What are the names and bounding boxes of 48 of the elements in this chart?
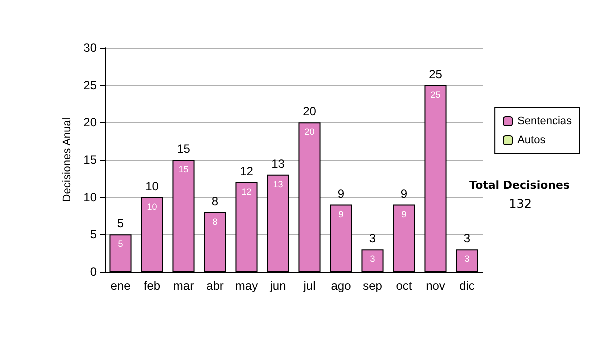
y-tick-label: 30	[84, 41, 98, 55]
total-label: 3	[464, 232, 471, 246]
x-tick-label: ene	[110, 279, 132, 293]
total-label: 9	[338, 186, 345, 201]
x-tick-label: mar	[173, 279, 194, 293]
data-label: 9	[338, 209, 344, 220]
y-tick-label: 20	[84, 116, 98, 130]
x-tick-label: nov	[426, 279, 446, 293]
data-label: 20	[304, 127, 315, 138]
total-label: 10	[146, 179, 160, 194]
total-label: 15	[177, 142, 191, 156]
y-tick-label: 0	[90, 265, 98, 279]
y-tick-label: 5	[90, 228, 98, 242]
total-label: 25	[429, 67, 443, 82]
y-axis-title: Decisiones Anual	[61, 118, 74, 202]
data-label: 3	[370, 254, 376, 264]
y-tick-label: 25	[84, 78, 98, 92]
data-label: 5	[118, 239, 124, 250]
data-label: 12	[242, 186, 252, 197]
x-tick-label: dic	[460, 279, 475, 293]
total-label: 13	[272, 156, 286, 171]
data-label: 25	[430, 90, 441, 100]
total-label: 8	[212, 194, 219, 208]
legend-label: Autos	[518, 134, 546, 146]
text: 132	[509, 197, 532, 211]
x-tick-label: abr	[206, 279, 224, 293]
data-label: 15	[178, 164, 189, 174]
x-tick-label: jun	[269, 279, 286, 293]
total-label: 9	[400, 186, 408, 201]
annotation: Total Decisiones	[470, 179, 570, 192]
data-label: 10	[147, 202, 158, 212]
x-tick-label: feb	[144, 279, 161, 293]
data-label: 3	[464, 254, 470, 264]
data-label: 9	[402, 209, 407, 220]
total-label: 12	[240, 164, 254, 178]
x-tick-label: may	[235, 279, 258, 293]
data-label: 13	[273, 179, 284, 190]
x-tick-label: ago	[331, 279, 352, 293]
y-tick-label: 15	[84, 153, 98, 167]
total-label: 3	[369, 232, 376, 246]
total-label: 5	[117, 216, 124, 231]
y-tick-label: 10	[84, 190, 98, 204]
x-tick-label: jul	[302, 279, 316, 293]
x-tick-label: sep	[363, 279, 383, 293]
x-tick-label: oct	[396, 279, 413, 293]
total-label: 20	[303, 104, 317, 119]
legend-label: Sentencias	[518, 116, 572, 128]
data-label: 8	[212, 216, 218, 227]
